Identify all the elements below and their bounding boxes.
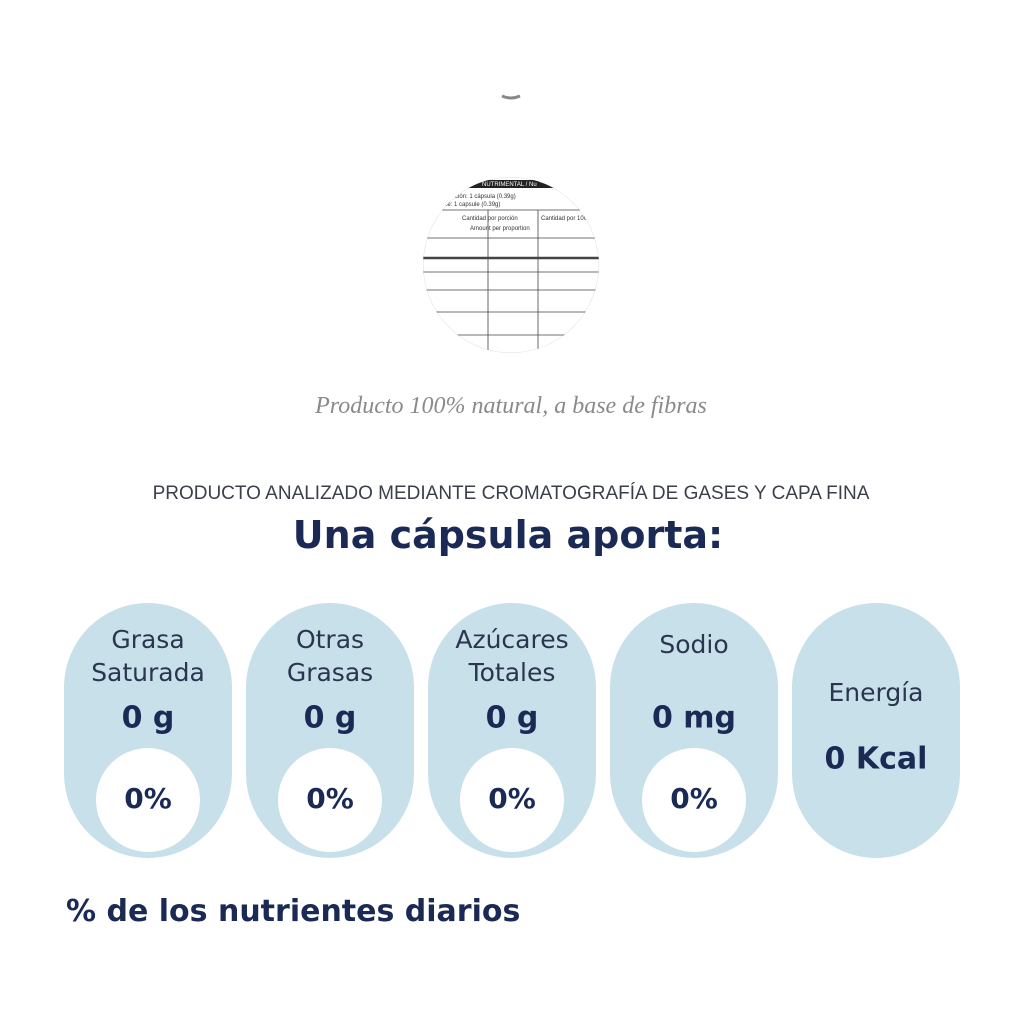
nutrient-label: Energía [829,678,924,707]
heading: Una cápsula aporta: [293,513,723,557]
tagline: Producto 100% natural, a base de fibras [314,393,707,419]
nutrient-pill [792,603,960,858]
nutrient-label: Azúcares [455,625,568,654]
label-text: Cantidad por 100g [541,216,590,222]
nutrient-label: Saturada [91,658,205,687]
nutrient-label: Otras [296,625,364,654]
nutrient-label: Totales [468,658,556,687]
label-circle [423,177,599,353]
nutrient-percent: 0% [670,782,718,815]
nutrition-label-image: NUTRIMENTAL / Nu la porción: 1 cápsula (… [423,177,599,353]
nutrient-list: Grasa Saturada 0 g 0% Otras Grasas 0 g 0% Azúcar… [64,603,960,858]
nutrient-label: Grasa [111,625,184,654]
percent-circle [460,748,564,852]
footer: % de los nutrientes diarios [66,894,520,929]
nutrient-label: Sodio [659,630,728,659]
label-bar [423,180,599,188]
percent-circle [96,748,200,852]
nutrient-amount: 0 g [304,701,357,736]
nutrient-amount: 0 Kcal [825,742,928,777]
nutrient-percent: 0% [306,782,354,815]
top-arc [501,94,521,100]
nutrient-amount: 0 g [486,701,539,736]
nutrient-percent: 0% [488,782,536,815]
label-text: NUTRIMENTAL / Nu [482,182,537,188]
nutrient-label: Grasas [287,658,373,687]
label-text: Cantidad por porción [462,216,518,222]
caption: PRODUCTO ANALIZADO MEDIANTE CROMATOGRAFÍ… [153,483,870,504]
label-text: la porción: 1 cápsula (0.39g) [440,194,516,200]
label-text: Amount per proportion [470,226,530,232]
nutrient-amount: 0 g [122,701,175,736]
percent-circle [642,748,746,852]
nutrient-percent: 0% [124,782,172,815]
label-text: size: 1 capsule (0.39g) [440,202,500,208]
nutrient-amount: 0 mg [652,701,736,736]
percent-circle [278,748,382,852]
